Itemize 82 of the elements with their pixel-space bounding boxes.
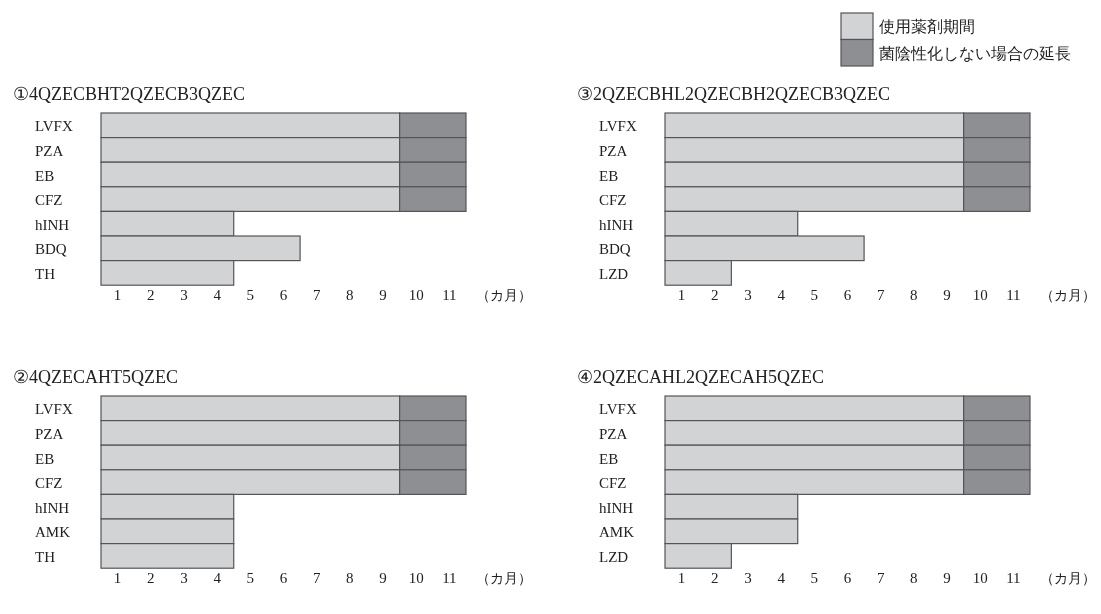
chart-title: ②4QZECAHT5QZEC: [13, 367, 178, 387]
y-tick-label: CFZ: [599, 192, 627, 209]
y-tick-label: BDQ: [35, 241, 67, 258]
x-tick-label: 1: [113, 287, 122, 303]
y-tick-label: TH: [35, 548, 56, 565]
x-tick-label: 10: [408, 287, 424, 303]
y-tick-label: TH: [35, 265, 56, 282]
x-tick-label: 9: [943, 570, 951, 586]
y-tick-label: CFZ: [35, 475, 63, 492]
y-tick-label: EB: [599, 167, 619, 184]
x-tick-label: 2: [147, 570, 155, 586]
x-tick-label: 1: [113, 570, 122, 586]
x-tick-label: 4: [777, 287, 786, 303]
x-tick-label: 3: [180, 570, 188, 586]
x-tick-label: 9: [943, 287, 951, 303]
x-tick-label: 4: [213, 287, 222, 303]
y-tick-label: LZD: [599, 548, 629, 565]
y-tick-label: AMK: [599, 524, 635, 541]
x-axis-title: （カ月）: [476, 288, 532, 303]
x-tick-label: 1: [677, 570, 686, 586]
y-tick-label: hINH: [35, 499, 70, 516]
y-tick-label: hINH: [599, 499, 634, 516]
y-tick-label: LZD: [599, 265, 629, 282]
x-tick-label: 3: [744, 287, 752, 303]
y-tick-label: PZA: [599, 142, 628, 159]
chart-title: ④2QZECAHL2QZECAH5QZEC: [577, 367, 824, 387]
chart-title: ③2QZECBHL2QZECBH2QZECB3QZEC: [577, 84, 890, 104]
x-tick-label: 3: [180, 287, 188, 303]
x-tick-label: 2: [147, 287, 155, 303]
x-tick-label: 5: [810, 287, 819, 303]
x-tick-label: 11: [1006, 570, 1021, 586]
x-tick-label: 8: [910, 287, 918, 303]
x-tick-label: 9: [379, 287, 387, 303]
legend-label: 使用薬剤期間: [879, 18, 975, 35]
x-tick-label: 5: [810, 570, 819, 586]
x-tick-label: 6: [279, 570, 288, 586]
y-tick-label: hINH: [35, 216, 70, 233]
x-tick-label: 4: [777, 570, 786, 586]
y-tick-label: LVFX: [35, 118, 73, 135]
x-axis-title: （カ月）: [1040, 288, 1096, 303]
y-tick-label: CFZ: [599, 475, 627, 492]
x-tick-label: 7: [312, 287, 321, 303]
x-tick-label: 11: [1006, 287, 1021, 303]
x-tick-label: 2: [711, 287, 719, 303]
x-tick-label: 9: [379, 570, 387, 586]
y-tick-label: PZA: [35, 425, 64, 442]
y-tick-label: PZA: [599, 425, 628, 442]
y-tick-label: EB: [599, 450, 619, 467]
y-tick-label: LVFX: [599, 118, 637, 135]
y-tick-label: LVFX: [599, 401, 637, 418]
x-tick-label: 5: [246, 287, 255, 303]
x-tick-label: 6: [843, 287, 852, 303]
x-tick-label: 11: [442, 287, 457, 303]
legend-label: 菌陰性化しない場合の延長: [879, 44, 1071, 62]
x-tick-label: 7: [876, 570, 885, 586]
x-tick-label: 8: [910, 570, 918, 586]
x-tick-label: 11: [442, 570, 457, 586]
x-tick-label: 6: [843, 570, 852, 586]
x-tick-label: 10: [972, 570, 988, 586]
x-axis-title: （カ月）: [476, 571, 532, 586]
x-tick-label: 8: [346, 287, 354, 303]
y-tick-label: EB: [35, 450, 55, 467]
y-tick-label: EB: [35, 167, 55, 184]
x-axis-title: （カ月）: [1040, 571, 1096, 586]
y-tick-label: AMK: [35, 524, 71, 541]
x-tick-label: 10: [408, 570, 424, 586]
x-tick-label: 6: [279, 287, 288, 303]
y-tick-label: LVFX: [35, 401, 73, 418]
chart-title: ①4QZECBHT2QZECB3QZEC: [13, 84, 245, 104]
x-tick-label: 10: [972, 287, 988, 303]
x-tick-label: 8: [346, 570, 354, 586]
y-tick-label: PZA: [35, 142, 64, 159]
x-tick-label: 7: [876, 287, 885, 303]
x-tick-label: 7: [312, 570, 321, 586]
x-tick-label: 5: [246, 570, 255, 586]
x-tick-label: 3: [744, 570, 752, 586]
x-tick-label: 4: [213, 570, 222, 586]
x-tick-label: 1: [677, 287, 686, 303]
y-tick-label: hINH: [599, 216, 634, 233]
x-tick-label: 2: [711, 570, 719, 586]
y-tick-label: BDQ: [599, 241, 631, 258]
y-tick-label: CFZ: [35, 192, 63, 209]
